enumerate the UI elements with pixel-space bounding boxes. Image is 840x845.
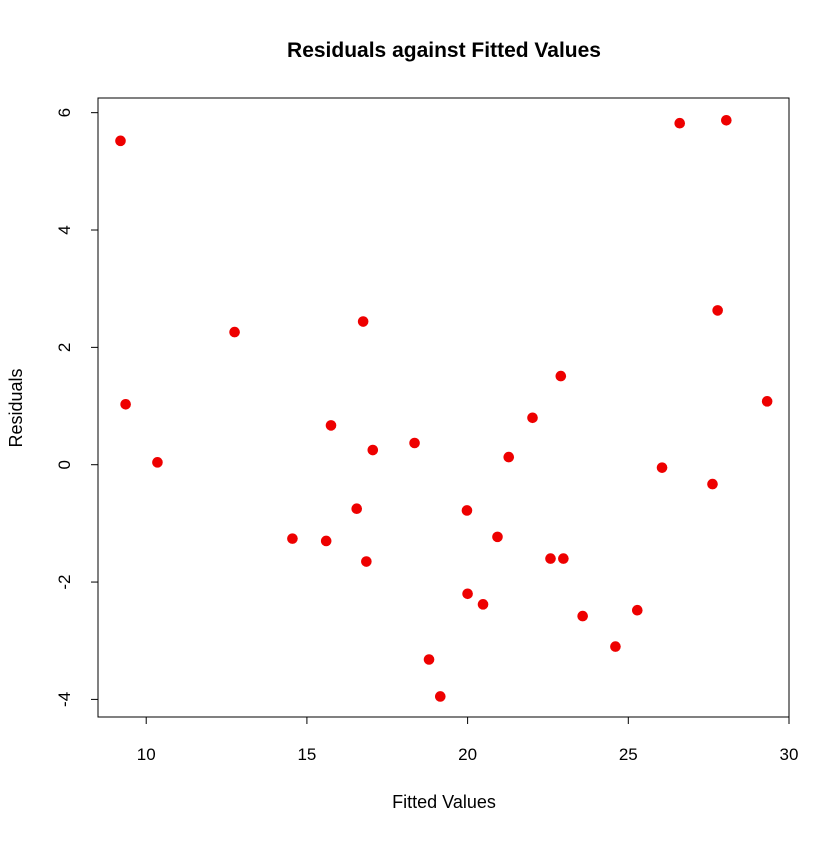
data-point (656, 462, 668, 473)
y-tick-label: 2 (55, 343, 74, 352)
data-point (492, 531, 503, 543)
data-point (325, 420, 337, 431)
data-point (152, 457, 163, 468)
data-point (545, 553, 556, 564)
x-axis: 10 15 20 25 30 (137, 716, 799, 764)
data-point (477, 599, 489, 610)
x-tick-label: 10 (137, 745, 156, 764)
x-tick-label: 30 (780, 745, 799, 764)
data-point (761, 396, 773, 407)
y-tick-label: -4 (55, 692, 74, 707)
data-point (462, 588, 473, 600)
data-point (120, 398, 131, 410)
y-tick-label: 4 (55, 225, 74, 234)
y-tick-label: 6 (55, 108, 74, 117)
data-point (461, 505, 473, 516)
y-axis-label: Residuals (6, 368, 26, 447)
data-points (115, 114, 773, 702)
data-point (357, 316, 369, 327)
x-tick-label: 25 (619, 745, 638, 764)
data-point (712, 305, 723, 316)
y-tick-label: 0 (55, 460, 74, 469)
x-tick-label: 15 (297, 745, 316, 764)
chart-title: Residuals against Fitted Values (287, 39, 601, 62)
data-point (434, 691, 446, 702)
data-point (503, 451, 515, 463)
data-point (229, 326, 240, 338)
data-point (577, 610, 588, 622)
data-point (555, 370, 567, 382)
data-point (367, 444, 379, 456)
data-point (721, 114, 732, 126)
data-point (351, 503, 363, 515)
data-point (115, 135, 126, 147)
x-tick-label: 20 (458, 745, 477, 764)
x-axis-label: Fitted Values (392, 792, 496, 812)
y-axis: -4 -2 0 2 4 6 (55, 108, 99, 707)
data-point (610, 641, 621, 652)
data-point (287, 533, 298, 544)
data-point (558, 553, 569, 564)
data-point (632, 604, 643, 616)
data-point (409, 437, 420, 449)
y-tick-label: -2 (55, 574, 74, 589)
data-point (707, 478, 718, 490)
data-point (423, 654, 435, 665)
data-point (320, 535, 332, 547)
data-point (674, 117, 686, 129)
data-point (527, 412, 538, 424)
data-point (361, 556, 372, 567)
